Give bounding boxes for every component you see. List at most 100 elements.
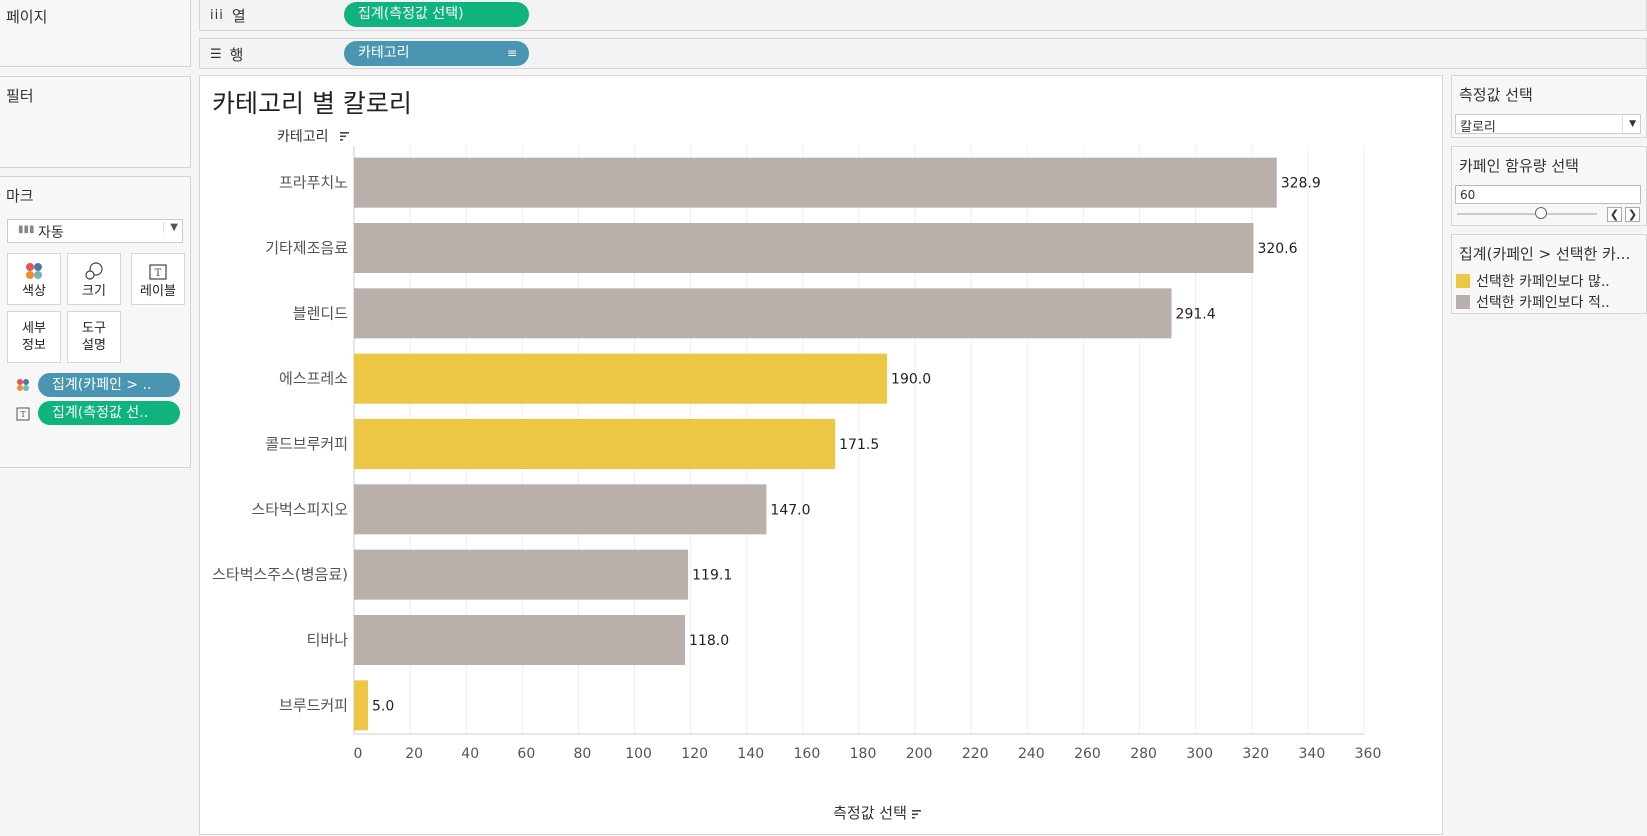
- columns-icon: iii: [210, 8, 224, 23]
- x-tick-label: 280: [1130, 746, 1157, 762]
- bar[interactable]: [354, 353, 888, 404]
- bar-value-label: 5.0: [372, 698, 394, 714]
- bar[interactable]: [354, 419, 836, 469]
- x-axis-label[interactable]: 측정값 선택: [833, 804, 907, 822]
- rows-shelf-label: ☰ 행: [210, 44, 243, 65]
- columns-pill[interactable]: 집계(측정값 선택): [344, 2, 529, 27]
- svg-text:T: T: [20, 410, 26, 419]
- sort-icon[interactable]: ≡: [506, 46, 517, 60]
- pages-label: 페이지: [6, 8, 48, 26]
- svg-text:T: T: [155, 268, 162, 279]
- caffeine-slider-track[interactable]: [1457, 213, 1597, 215]
- x-tick-label: 80: [574, 746, 592, 762]
- marks-panel: 마크 ▮▮▮ 자동 ▼ 색상 크기 T 레이블 세부 정보 도구 설명 집계(카…: [0, 176, 191, 468]
- category-label[interactable]: 브루드커피: [279, 696, 348, 714]
- size-button[interactable]: 크기: [67, 253, 121, 305]
- x-tick-label: 340: [1299, 746, 1326, 762]
- measure-dropdown-value: 칼로리: [1460, 120, 1496, 135]
- label-button[interactable]: T 레이블: [131, 253, 185, 305]
- measure-dropdown[interactable]: 칼로리 ▼: [1455, 114, 1641, 135]
- bar-value-label: 320.6: [1257, 241, 1297, 257]
- chart-title: 카테고리 별 칼로리: [212, 89, 412, 118]
- bar-value-label: 147.0: [770, 502, 810, 518]
- rows-pill[interactable]: 카테고리 ≡: [344, 41, 529, 66]
- bar[interactable]: [354, 549, 689, 600]
- x-label-sort-icon[interactable]: [912, 810, 921, 819]
- slider-decrement-button[interactable]: ❮: [1607, 207, 1622, 222]
- label-t-icon: T: [132, 254, 184, 280]
- measure-selector-card: 측정값 선택 칼로리 ▼: [1451, 75, 1647, 138]
- caffeine-slider-thumb[interactable]: [1535, 207, 1547, 219]
- x-tick-label: 60: [517, 746, 535, 762]
- x-tick-label: 120: [681, 746, 708, 762]
- columns-shelf[interactable]: iii 열 집계(측정값 선택): [199, 0, 1647, 31]
- label-label: 레이블: [140, 284, 176, 299]
- columns-label: 열: [231, 7, 246, 25]
- color-button[interactable]: 색상: [7, 253, 61, 305]
- category-label[interactable]: 스타벅스주스(병음료): [212, 566, 348, 584]
- chart-area: 카테고리 별 칼로리 카테고리 328.9 프라푸치노 320.6 기타제조음료 291…: [199, 75, 1443, 835]
- size-label: 크기: [82, 284, 106, 299]
- color-label: 색상: [22, 284, 46, 299]
- category-label[interactable]: 에스프레소: [279, 370, 348, 388]
- rows-pill-label: 카테고리: [358, 45, 410, 61]
- color-dots-icon: [8, 254, 60, 280]
- color-dots-icon: [16, 377, 30, 396]
- detail-button[interactable]: 세부 정보: [7, 311, 61, 363]
- category-label[interactable]: 블렌디드: [293, 304, 348, 322]
- category-label[interactable]: 티바나: [307, 631, 349, 649]
- category-label[interactable]: 스타벅스피지오: [251, 500, 348, 518]
- bar-value-label: 171.5: [839, 437, 879, 453]
- x-tick-label: 260: [1074, 746, 1101, 762]
- rows-label: 행: [229, 46, 244, 64]
- bars: 328.9 프라푸치노 320.6 기타제조음료 291.4 블렌디드 190.0 에스프레소…: [212, 157, 1321, 731]
- color-legend-card: 집계(카페인 > 선택한 카... 선택한 카페인보다 많.. 선택한 카페인보…: [1451, 234, 1647, 314]
- measure-selector-title: 측정값 선택: [1459, 86, 1533, 104]
- legend-item[interactable]: 선택한 카페인보다 많..: [1456, 271, 1610, 291]
- bar[interactable]: [354, 680, 369, 731]
- category-label[interactable]: 콜드브루커피: [265, 435, 348, 453]
- filters-label: 필터: [6, 87, 34, 105]
- x-tick-label: 100: [625, 746, 652, 762]
- size-circles-icon: [68, 254, 120, 280]
- tooltip-button[interactable]: 도구 설명: [67, 311, 121, 363]
- tooltip-label: 도구 설명: [82, 321, 106, 353]
- bar[interactable]: [354, 223, 1254, 273]
- x-tick-label: 300: [1186, 746, 1213, 762]
- chevron-down-icon: ▼: [1622, 116, 1636, 132]
- x-axis-ticks: 0 20 40 60 80 100 120 140 160 180 200 220 240 260 280 3…: [354, 746, 1382, 762]
- bar[interactable]: [354, 157, 1277, 208]
- bar[interactable]: [354, 484, 767, 535]
- bar-value-label: 118.0: [689, 633, 729, 649]
- bar[interactable]: [354, 615, 686, 665]
- x-tick-label: 20: [405, 746, 423, 762]
- color-pill[interactable]: 집계(카페인 > ..: [38, 373, 180, 397]
- category-label[interactable]: 기타제조음료: [265, 239, 348, 257]
- legend-swatch: [1456, 295, 1470, 309]
- chevron-left-icon: ❮: [1609, 208, 1620, 221]
- bar[interactable]: [354, 288, 1172, 339]
- columns-pill-label: 집계(측정값 선택): [358, 6, 464, 22]
- slider-increment-button[interactable]: ❯: [1625, 207, 1640, 222]
- caffeine-value-input[interactable]: [1455, 185, 1641, 204]
- caffeine-parameter-title: 카페인 함유량 선택: [1459, 157, 1579, 175]
- x-tick-label: 240: [1018, 746, 1045, 762]
- filters-panel[interactable]: 필터: [0, 76, 191, 168]
- category-label[interactable]: 프라푸치노: [279, 174, 348, 192]
- x-tick-label: 160: [794, 746, 821, 762]
- label-pill-label: 집계(측정값 선..: [52, 405, 149, 421]
- bar-value-label: 190.0: [891, 372, 931, 388]
- mark-type-dropdown[interactable]: ▮▮▮ 자동 ▼: [7, 219, 183, 243]
- pages-panel[interactable]: 페이지: [0, 0, 191, 67]
- bar-value-label: 119.1: [692, 568, 732, 584]
- rows-shelf[interactable]: ☰ 행 카테고리 ≡: [199, 38, 1647, 69]
- legend-item-label: 선택한 카페인보다 많..: [1476, 274, 1610, 290]
- label-pill[interactable]: 집계(측정값 선..: [38, 401, 180, 425]
- mark-type-value: 자동: [38, 225, 64, 241]
- x-tick-label: 140: [737, 746, 764, 762]
- y-axis-header[interactable]: 카테고리: [277, 129, 329, 145]
- y-header-sort-icon[interactable]: [340, 132, 349, 141]
- x-tick-label: 220: [962, 746, 989, 762]
- chevron-right-icon: ❯: [1627, 208, 1638, 221]
- legend-item[interactable]: 선택한 카페인보다 적..: [1456, 292, 1610, 312]
